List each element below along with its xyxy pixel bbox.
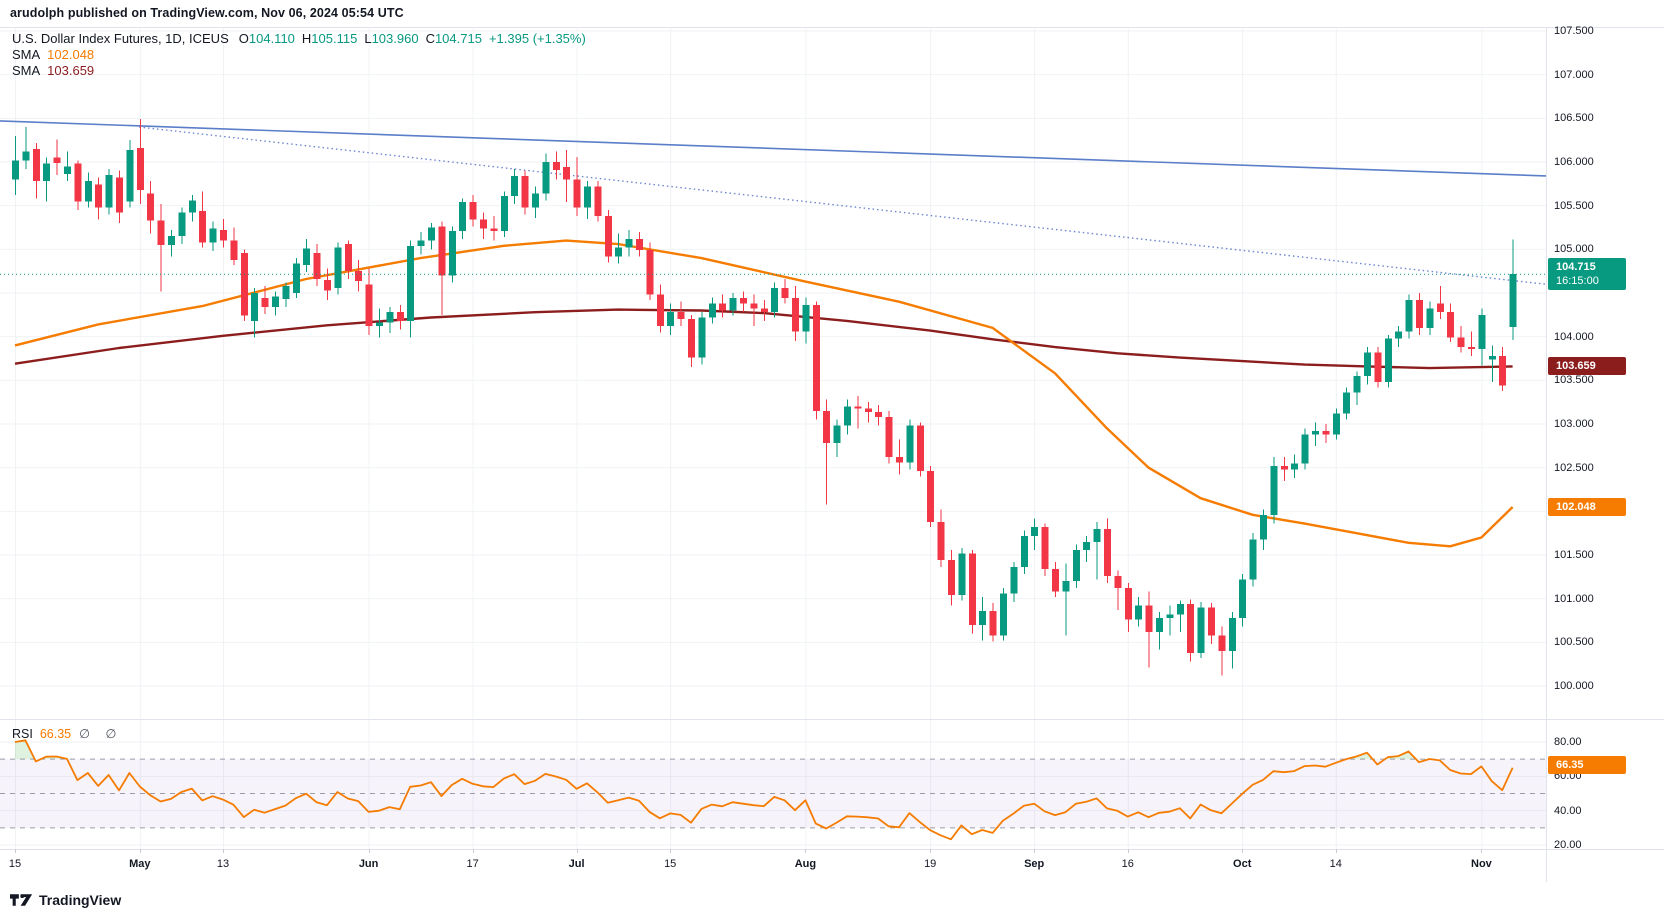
time-axis-label: 13 bbox=[216, 858, 230, 870]
ohlc-low: L103.960 bbox=[364, 31, 419, 46]
rsi-muted-values: ∅ ∅ bbox=[79, 727, 123, 741]
price-axis-label: 105.500 bbox=[1554, 199, 1594, 212]
rsi-axis-label: 40.00 bbox=[1554, 804, 1582, 817]
sma-fast-legend[interactable]: SMA 102.048 bbox=[12, 47, 95, 62]
publisher-text: arudolph published on TradingView.com, N… bbox=[10, 6, 404, 20]
price-axis-label: 107.000 bbox=[1554, 68, 1594, 81]
ohlc-close: C104.715 bbox=[425, 31, 482, 46]
rsi-axis-label: 80.00 bbox=[1554, 736, 1582, 748]
footer-bar: TradingView bbox=[0, 882, 1664, 921]
trendline-dotted bbox=[139, 126, 1546, 285]
time-tick bbox=[1481, 849, 1483, 853]
tradingview-logo-icon bbox=[10, 893, 33, 907]
time-tick bbox=[139, 849, 141, 853]
price-axis-separator bbox=[1546, 27, 1547, 882]
time-tick bbox=[576, 849, 578, 853]
top-separator bbox=[0, 27, 1664, 28]
time-tick bbox=[472, 849, 474, 853]
tradingview-logo-text: TradingView bbox=[39, 892, 122, 908]
price-axis-label: 102.500 bbox=[1554, 461, 1594, 474]
price-axis-label: 106.000 bbox=[1554, 156, 1594, 168]
time-tick bbox=[1242, 849, 1244, 853]
rsi-legend[interactable]: RSI 66.35 ∅ ∅ bbox=[12, 727, 123, 741]
time-axis-label: Jul bbox=[568, 858, 585, 870]
sma-slow-legend[interactable]: SMA 103.659 bbox=[12, 63, 95, 78]
time-tick bbox=[15, 849, 16, 853]
time-axis-label: May bbox=[129, 858, 151, 870]
time-tick bbox=[368, 849, 370, 853]
time-tick bbox=[805, 849, 807, 853]
sma-slow-line bbox=[14, 308, 1513, 370]
candles-layer bbox=[12, 119, 1517, 676]
price-axis-label: 101.500 bbox=[1554, 549, 1594, 561]
time-axis-label: Jun bbox=[358, 858, 379, 870]
ohlc-open: O104.110 bbox=[238, 31, 295, 46]
price-axis-label: 104.000 bbox=[1554, 330, 1594, 343]
ohlc-high: H105.115 bbox=[301, 31, 358, 46]
sma-fast-badge: 102.048 bbox=[1548, 498, 1626, 517]
main-legend: U.S. Dollar Index Futures, 1D, ICEUS O104… bbox=[12, 31, 586, 79]
time-axis-label: Nov bbox=[1471, 858, 1492, 870]
price-axis-label: 105.000 bbox=[1554, 243, 1594, 256]
sma-fast-line bbox=[14, 239, 1514, 548]
rsi-axis-label: 20.00 bbox=[1554, 839, 1582, 851]
time-axis-label: 15 bbox=[8, 858, 22, 870]
last-price-badge: 104.715 16:15:00 bbox=[1548, 258, 1626, 291]
time-axis-label: 17 bbox=[466, 858, 479, 870]
sma-slow-value: 103.659 bbox=[47, 63, 95, 78]
chart-layers bbox=[0, 27, 1546, 849]
price-axis-label: 100.500 bbox=[1554, 636, 1594, 649]
rsi-line bbox=[14, 739, 1514, 841]
price-axis-label: 106.500 bbox=[1554, 112, 1594, 125]
time-axis-separator bbox=[0, 849, 1664, 850]
time-tick bbox=[223, 849, 224, 853]
pane-separator bbox=[0, 719, 1664, 720]
time-axis-label: 14 bbox=[1329, 858, 1342, 870]
time-axis-label: 19 bbox=[924, 858, 937, 870]
last-price-time: 16:15:00 bbox=[1556, 275, 1599, 288]
time-tick bbox=[1127, 849, 1129, 853]
time-tick bbox=[670, 849, 672, 853]
time-axis-label: Sep bbox=[1024, 858, 1045, 870]
tradingview-logo[interactable]: TradingView bbox=[10, 892, 121, 908]
time-axis-label: Aug bbox=[794, 858, 817, 870]
rsi-badge: 66.35 bbox=[1548, 756, 1626, 775]
time-tick bbox=[930, 849, 932, 853]
time-axis-label: 15 bbox=[664, 858, 677, 870]
symbol-row[interactable]: U.S. Dollar Index Futures, 1D, ICEUS O104… bbox=[12, 31, 586, 47]
trendline-solid bbox=[0, 120, 1546, 177]
sma-fast-value: 102.048 bbox=[47, 47, 95, 62]
time-axis-label: Oct bbox=[1233, 858, 1252, 870]
symbol-title[interactable]: U.S. Dollar Index Futures, 1D, ICEUS bbox=[12, 31, 229, 46]
time-axis-label: 16 bbox=[1121, 858, 1134, 870]
time-tick bbox=[1335, 849, 1337, 853]
rsi-value: 66.35 bbox=[39, 727, 72, 741]
grid-layer bbox=[0, 27, 1546, 849]
price-axis-label: 107.500 bbox=[1554, 25, 1594, 37]
price-axis-label: 101.000 bbox=[1554, 592, 1594, 605]
time-tick bbox=[1034, 849, 1036, 853]
price-axis-label: 103.500 bbox=[1554, 374, 1594, 387]
price-axis-label: 100.000 bbox=[1554, 680, 1594, 692]
sma-slow-badge: 103.659 bbox=[1548, 357, 1626, 376]
change-value: +1.395 (+1.35%) bbox=[488, 31, 586, 46]
publisher-bar: arudolph published on TradingView.com, N… bbox=[0, 0, 1664, 27]
price-axis-label: 103.000 bbox=[1554, 418, 1594, 430]
